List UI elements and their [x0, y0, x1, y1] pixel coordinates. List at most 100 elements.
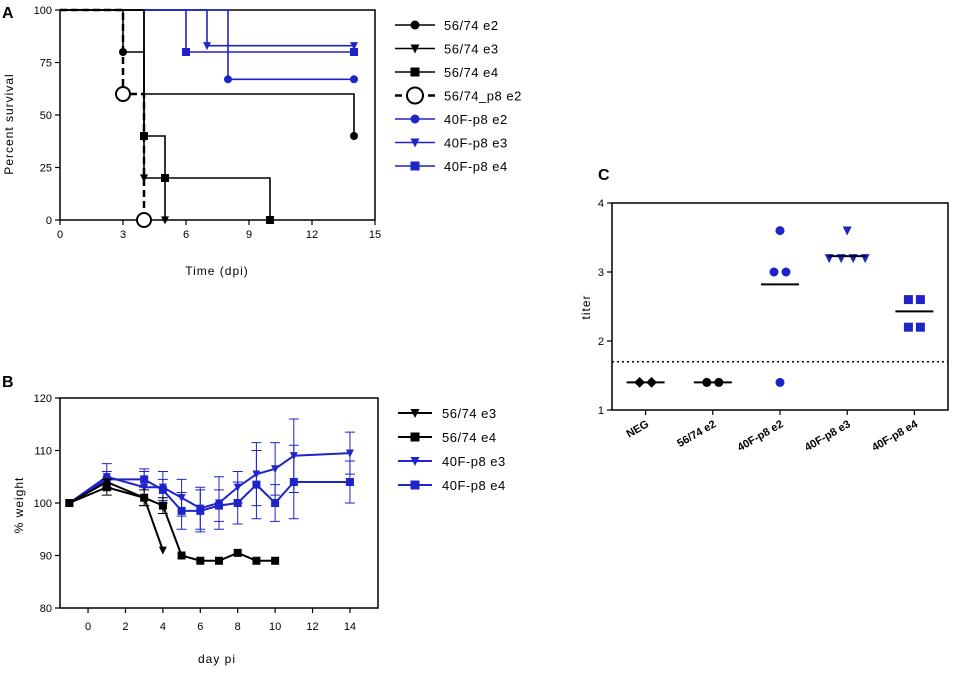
panel-b-data-point: [271, 556, 280, 565]
panel-c-y-tick-label: 1: [598, 405, 604, 417]
panel-a-axes: 0 3 6 9 12 15 0 25 50 75 100: [34, 5, 381, 241]
panel-b-data-point: [158, 485, 167, 494]
panel-c-data-point: [903, 322, 913, 332]
panel-b-legend-marker: [410, 456, 420, 466]
panel-b-y-tick-label: 100: [34, 498, 52, 510]
panel-b-y-tick-label: 120: [34, 393, 52, 405]
panel-a-y-axis-title: Percent survival: [2, 73, 16, 174]
panel-b-data-point: [158, 546, 167, 555]
panel-a-data-point: [140, 132, 148, 140]
panel-c-y-tick-label: 4: [598, 198, 604, 210]
panel-a-data-point: [350, 48, 358, 56]
panel-c-y-tick-label: 3: [598, 267, 604, 279]
panel-b-y-axis-title: % weight: [12, 477, 26, 534]
panel-b-x-tick-label: 0: [85, 621, 91, 633]
panel-b-data-point: [177, 506, 186, 515]
panel-a-series-line: [60, 8, 146, 220]
panel-a-series-line: [60, 9, 166, 220]
panel-a-survival-chart: A 0 3 6 9 12 15 0 25 50 75 100 Time (dpi) Percent …: [2, 5, 522, 278]
panel-c-data-point: [903, 295, 913, 305]
panel-a-data-point: [119, 48, 127, 56]
panel-a-x-axis-title: Time (dpi): [185, 264, 249, 278]
panel-b-data-point: [158, 501, 167, 510]
panel-a-legend-label: 56/74_p8 e2: [444, 89, 522, 104]
panel-a-legend-label: 56/74 e2: [444, 18, 499, 33]
panel-b-x-tick-label: 2: [122, 621, 128, 633]
panel-b-legend-marker: [410, 408, 420, 418]
panel-c-data-point: [915, 322, 925, 332]
panel-a-legend-label: 56/74 e4: [444, 65, 499, 80]
panel-b-data-point: [252, 480, 261, 489]
panel-b-series-line: [68, 486, 276, 562]
panel-c-data-point: [781, 267, 791, 277]
panel-c-data-point: [769, 267, 779, 277]
panel-a-y-tick-label: 0: [46, 215, 52, 227]
panel-b-data-point: [140, 493, 149, 502]
panel-a-legend-label: 40F-p8 e3: [444, 136, 508, 151]
panel-c-label: C: [598, 167, 610, 184]
panel-b-label: B: [2, 374, 14, 391]
panel-a-x-tick-label: 0: [57, 229, 63, 241]
panel-b-weight-chart: B 0 2 4 6 8 10 12 14 80 90 100 110 120 day pi % weig…: [2, 374, 506, 666]
panel-b-x-tick-label: 10: [269, 621, 281, 633]
panel-c-category-label: 40F-p8 e4: [870, 418, 921, 454]
panel-c-category-label: 56/74 e2: [675, 418, 718, 450]
panel-b-data-point: [177, 551, 186, 560]
panel-a-legend-label: 56/74 e3: [444, 42, 499, 57]
panel-a-data-point: [203, 42, 211, 51]
panel-a-legend-marker: [410, 67, 420, 77]
panel-a-series-line: [60, 9, 271, 220]
panel-b-legend-label: 56/74 e3: [442, 406, 497, 421]
panel-a-markers: [115, 42, 358, 228]
panel-c-data-point: [775, 377, 785, 387]
panel-a-series: [60, 8, 355, 220]
panel-b-data-point: [196, 506, 205, 515]
panel-c-titer-chart: C 1 2 3 4 NEG 56/74 e2 40F-p8 e2 40F-p8 e3 40F-p…: [579, 167, 949, 454]
panel-a-data-point: [136, 212, 152, 228]
panel-a-legend-label: 40F-p8 e2: [444, 112, 508, 127]
panel-c-y-tick-label: 2: [598, 336, 604, 348]
panel-b-x-tick-label: 14: [344, 621, 356, 633]
panel-b-y-tick-label: 110: [34, 446, 52, 458]
panel-b-data-point: [252, 556, 261, 565]
panel-b-data-point: [271, 465, 280, 474]
panel-b-y-tick-label: 90: [40, 551, 52, 563]
panel-b-data-point: [345, 478, 354, 486]
panel-c-y-axis-title: titer: [579, 294, 593, 319]
panel-b-series-line: [68, 452, 350, 510]
panel-c-data-point: [775, 226, 785, 236]
panel-b-data-point: [215, 501, 223, 510]
panel-b-x-tick-label: 8: [235, 621, 241, 633]
panel-a-y-tick-label: 75: [40, 58, 52, 70]
panel-c-points: [626, 226, 934, 388]
panel-b-x-tick-label: 6: [197, 621, 203, 633]
panel-b-x-axis-title: day pi: [198, 652, 236, 666]
panel-b-data-point: [233, 499, 242, 507]
panel-b-legend-marker: [410, 432, 420, 442]
panel-a-x-tick-label: 3: [120, 229, 126, 241]
panel-a-data-point: [350, 132, 358, 140]
panel-a-data-point: [161, 174, 169, 182]
panel-a-legend-marker: [410, 20, 420, 30]
panel-c-data-point: [915, 295, 925, 305]
panel-a-label: A: [2, 5, 14, 22]
panel-a-data-point: [140, 174, 148, 183]
panel-b-series-line: [68, 480, 164, 551]
panel-c-data-point: [842, 226, 852, 236]
panel-b-x-tick-label: 4: [160, 621, 166, 633]
panel-b-legend-label: 40F-p8 e3: [442, 454, 506, 469]
panel-a-data-point: [350, 42, 358, 51]
panel-a-plot-border: [59, 9, 376, 221]
panel-b-data-point: [345, 449, 354, 458]
panel-a-data-point: [161, 216, 169, 225]
panel-a-legend-marker: [406, 86, 424, 105]
panel-a-x-tick-label: 9: [246, 229, 252, 241]
panel-a-y-tick-label: 25: [40, 163, 52, 175]
panel-c-category-label: 40F-p8 e3: [803, 418, 853, 454]
panel-a-legend-label: 40F-p8 e4: [444, 159, 508, 174]
panel-b-axes: 0 2 4 6 8 10 12 14 80 90 100 110 120: [34, 393, 356, 633]
panel-b-data-point: [233, 548, 242, 557]
panel-b-data-point: [140, 475, 149, 484]
panel-c-category-label: 40F-p8 e2: [736, 418, 786, 454]
